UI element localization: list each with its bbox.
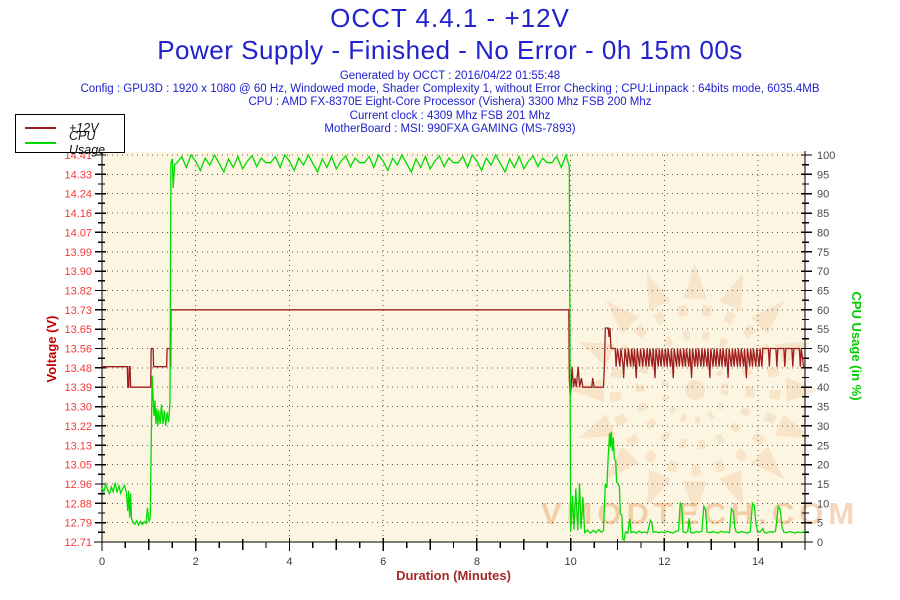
legend-box: +12V CPU Usage	[15, 114, 125, 157]
svg-text:13.22: 13.22	[64, 421, 92, 433]
svg-text:80: 80	[817, 227, 829, 239]
series--12v-line	[102, 309, 805, 397]
watermark-text: VMODTECH.COM	[541, 496, 859, 531]
svg-text:14.33: 14.33	[64, 169, 92, 181]
svg-text:13.56: 13.56	[64, 344, 92, 356]
svg-text:5: 5	[817, 518, 823, 530]
legend-item-12v: +12V	[16, 120, 124, 135]
svg-text:95: 95	[817, 169, 829, 181]
motherboard-line: MotherBoard : MSI: 990FXA GAMING (MS-789…	[324, 122, 576, 135]
svg-text:20: 20	[817, 460, 829, 472]
legend-label-cpu-usage: CPU Usage	[69, 128, 106, 157]
svg-text:13.30: 13.30	[64, 402, 92, 414]
svg-text:13.82: 13.82	[64, 285, 92, 297]
svg-text:13.99: 13.99	[64, 247, 92, 259]
current-clock-line: Current clock : 4309 Mhz FSB 201 Mhz	[349, 109, 551, 122]
svg-text:13.90: 13.90	[64, 266, 92, 278]
generated-by-line: Generated by OCCT : 2016/04/22 01:55:48	[339, 70, 561, 82]
svg-text:12.71: 12.71	[64, 537, 92, 549]
axes	[94, 151, 813, 551]
legend-swatch-cpu-usage	[25, 141, 56, 144]
svg-text:40: 40	[817, 382, 829, 394]
svg-text:6: 6	[380, 556, 386, 568]
legend-swatch-12v	[25, 126, 56, 129]
legend-item-cpu-usage: CPU Usage	[16, 129, 124, 157]
svg-text:100: 100	[817, 150, 835, 162]
svg-text:13.48: 13.48	[64, 363, 92, 375]
svg-text:12.88: 12.88	[64, 498, 92, 510]
svg-text:4: 4	[286, 556, 292, 568]
svg-text:45: 45	[817, 363, 829, 375]
svg-text:55: 55	[817, 324, 829, 336]
svg-text:35: 35	[817, 402, 829, 414]
svg-text:13.73: 13.73	[64, 305, 92, 317]
watermark-logo	[569, 264, 821, 516]
svg-text:13.39: 13.39	[64, 382, 92, 394]
svg-text:75: 75	[817, 247, 829, 259]
svg-text:13.13: 13.13	[64, 440, 92, 452]
svg-text:14.16: 14.16	[64, 208, 92, 220]
page-subtitle: Power Supply - Finished - No Error - 0h …	[157, 35, 743, 65]
svg-text:90: 90	[817, 189, 829, 201]
svg-text:0: 0	[99, 556, 105, 568]
svg-text:10: 10	[565, 556, 577, 568]
axis-titles: Voltage (V) CPU Usage (in %) Duration (Min…	[44, 291, 864, 583]
svg-text:0: 0	[817, 537, 823, 549]
y-left-axis-title: Voltage (V)	[44, 316, 59, 383]
plot-background	[102, 152, 805, 542]
cpu-line: CPU : AMD FX-8370E Eight-Core Processor …	[248, 96, 652, 109]
svg-text:60: 60	[817, 305, 829, 317]
gridlines	[102, 154, 805, 542]
svg-text:14.07: 14.07	[64, 227, 92, 239]
info-block: Generated by OCCT : 2016/04/22 01:55:48 …	[0, 70, 900, 136]
legend-label-12v: +12V	[69, 120, 99, 135]
svg-text:85: 85	[817, 208, 829, 220]
svg-text:12: 12	[658, 556, 670, 568]
svg-text:2: 2	[193, 556, 199, 568]
svg-text:50: 50	[817, 344, 829, 356]
svg-text:12.79: 12.79	[64, 518, 92, 530]
svg-text:15: 15	[817, 479, 829, 491]
svg-text:8: 8	[474, 556, 480, 568]
svg-text:30: 30	[817, 421, 829, 433]
svg-text:65: 65	[817, 285, 829, 297]
page-title: OCCT 4.4.1 - +12V	[330, 3, 570, 33]
svg-text:12.96: 12.96	[64, 479, 92, 491]
x-axis-title: Duration (Minutes)	[396, 568, 511, 583]
svg-text:10: 10	[817, 498, 829, 510]
tick-labels: 12.71 12.79 12.88 12.96 13.05 13.13 13.22 13.30…	[64, 150, 835, 568]
svg-text:25: 25	[817, 440, 829, 452]
svg-text:13.65: 13.65	[64, 324, 92, 336]
y-right-axis-title: CPU Usage (in %)	[849, 291, 864, 400]
svg-text:14.24: 14.24	[64, 189, 92, 201]
svg-text:14.41: 14.41	[64, 150, 92, 162]
config-line: Config : GPU3D : 1920 x 1080 @ 60 Hz, Wi…	[80, 83, 820, 96]
svg-text:13.05: 13.05	[64, 460, 92, 472]
svg-text:14: 14	[752, 556, 764, 568]
series-cpu-usage-line	[101, 152, 806, 542]
svg-text:70: 70	[817, 266, 829, 278]
